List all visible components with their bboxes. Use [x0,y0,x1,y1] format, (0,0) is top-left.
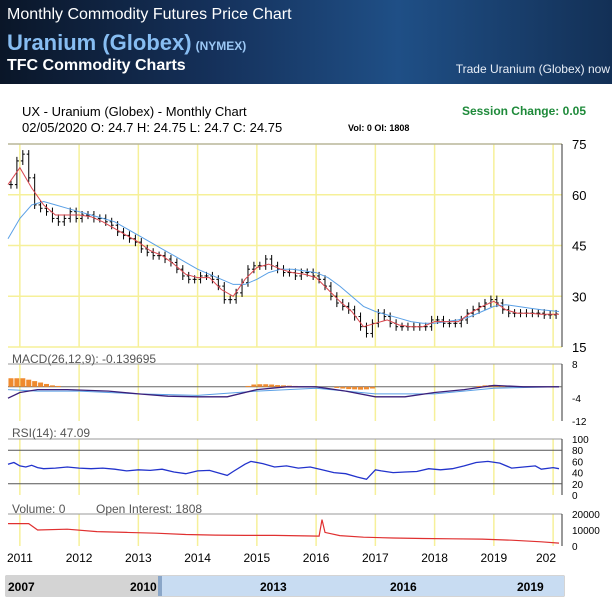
open-interest-label: Open Interest: 1808 [96,502,202,516]
x-tick-label: 2012 [66,551,93,565]
page-header: Monthly Commodity Futures Price Chart Ur… [0,0,612,84]
trade-link[interactable]: Trade Uranium (Globex) now [455,62,610,76]
macd-histogram-bar [281,385,287,387]
macd-histogram-bar [369,386,375,389]
price-panel [7,150,560,338]
price-tick-label: 45 [572,239,586,254]
macd-histogram-bar [352,386,358,390]
navigator-unselected-range [6,576,160,596]
macd-histogram-bar [257,384,263,387]
x-tick-label: 2015 [244,551,271,565]
macd-histogram-bar [269,384,275,387]
rsi-panel [7,449,562,485]
open-interest-line [8,519,560,544]
volume-tick-label: 0 [572,542,578,553]
axis-labels: 2011 2012 2013 2014 2015 2016 2017 2018 2019 2027… [7,137,600,565]
macd-histogram-bar [340,386,346,389]
rsi-tick-label: 60 [572,457,584,468]
macd-signal-line [7,386,560,396]
macd-histogram-bar [346,386,352,390]
chart-background [0,84,612,608]
macd-histogram-bar [476,385,482,387]
rsi-tick-label: 100 [572,435,589,446]
volume-panel [8,519,560,544]
navigator-year-label: 2007 [8,580,35,594]
time-navigator[interactable]: 2007 2010 2013 2016 2019 [5,575,565,597]
x-tick-label: 2011 [7,551,33,565]
commodity-name: Uranium (Globex) [7,30,192,55]
macd-histogram-bar [38,382,44,387]
navigator-year-label: 2013 [260,580,287,594]
macd-histogram-bar [20,378,26,387]
commodity-title: Uranium (Globex) (NYMEX) [7,30,246,56]
x-tick-label: 2016 [303,551,330,565]
navigator-year-label: 2019 [517,580,544,594]
macd-tick-label: -12 [572,417,587,428]
price-chart: 2011 2012 2013 2014 2015 2016 2017 2018 2019 2027… [0,84,612,608]
rsi-tick-label: 0 [572,491,578,502]
macd-histogram-bar [251,384,257,387]
macd-tick-label: -4 [572,394,581,405]
macd-label: MACD(26,12,9): -0.139695 [12,352,156,366]
macd-histogram-bar [263,384,269,387]
macd-histogram-bar [32,381,38,387]
macd-histogram-bar [8,378,14,387]
x-tick-label: 2017 [362,551,389,565]
quote-line: 02/05/2020 O: 24.7 H: 24.75 L: 24.7 C: 2… [22,120,282,135]
session-change: Session Change: 0.05 [462,104,586,118]
macd-histogram-bar [358,386,364,390]
macd-line [7,384,559,399]
page-title: Monthly Commodity Futures Price Chart [7,6,292,23]
rsi-label: RSI(14): 47.09 [12,426,90,440]
volume-label: Volume: 0 [12,502,66,516]
x-tick-label: 2019 [481,551,508,565]
macd-panel [7,378,562,399]
exchange-label: (NYMEX) [195,39,247,53]
navigator-year-label: 2010 [130,580,157,594]
macd-histogram-bar [26,379,32,387]
rsi-tick-label: 20 [572,480,584,491]
navigator-year-label: 2016 [390,580,417,594]
price-tick-label: 15 [572,340,586,355]
rsi-tick-label: 80 [572,446,584,457]
navigator-handle [158,576,162,596]
macd-histogram-bar [14,378,20,387]
macd-tick-label: 8 [572,360,578,371]
panel-frames [8,143,563,546]
macd-histogram-bar [245,385,251,387]
macd-histogram-bar [44,383,50,387]
macd-histogram-bar [49,385,55,387]
x-tick-label: 202 [536,551,556,565]
chart-title: UX - Uranium (Globex) - Monthly Chart [22,104,247,119]
volume-tick-label: 20000 [572,510,600,521]
vol-oi-line: Vol: 0 OI: 1808 [348,123,409,133]
macd-histogram-bar [275,385,281,387]
price-ma-fast-line [7,166,559,328]
macd-histogram-bar [334,386,340,388]
x-tick-label: 2018 [421,551,448,565]
rsi-line [7,460,560,481]
x-tick-label: 2014 [184,551,211,565]
macd-histogram-bar [55,385,61,387]
site-subtitle: TFC Commodity Charts [7,57,186,74]
price-tick-label: 30 [572,289,586,304]
rsi-tick-label: 40 [572,469,584,480]
macd-histogram-bar [363,386,369,390]
price-tick-label: 60 [572,188,586,203]
price-tick-label: 75 [572,137,586,152]
x-tick-label: 2013 [125,551,152,565]
volume-tick-label: 10000 [572,526,600,537]
navigator-selected-range [160,576,564,596]
